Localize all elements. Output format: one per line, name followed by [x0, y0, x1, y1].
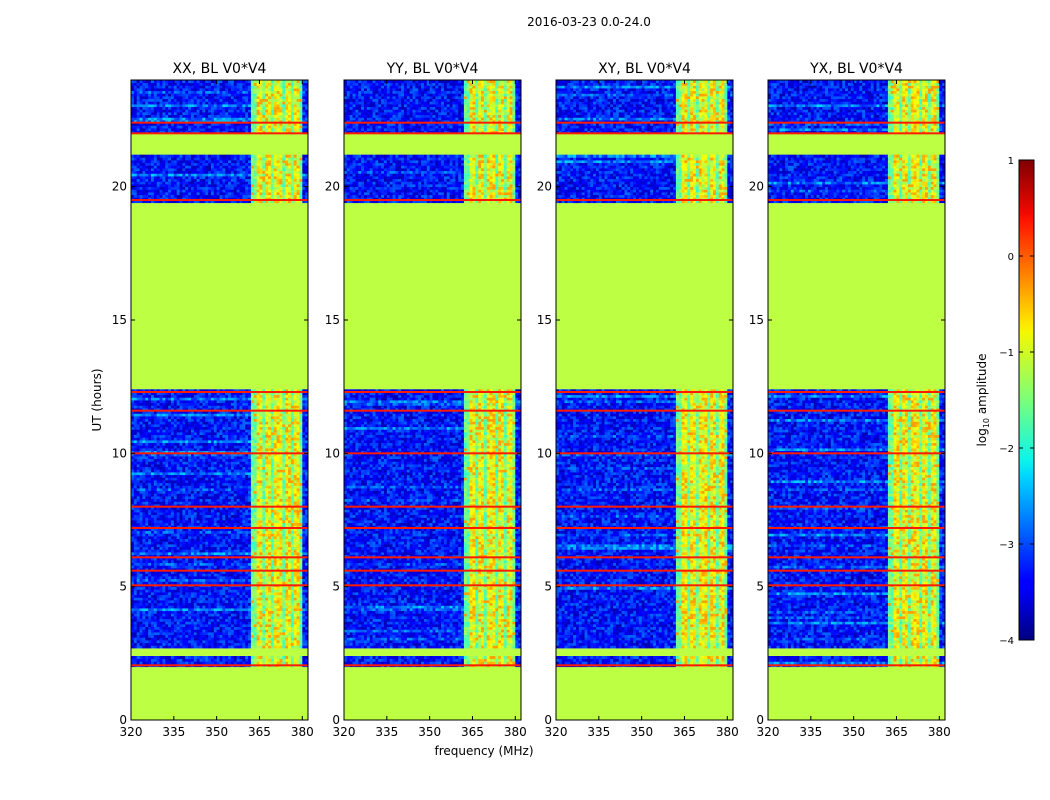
panel-frame [767, 79, 946, 721]
colorbar-label-sub: 10 [982, 418, 991, 428]
colorbar-tick-label: 1 [1008, 156, 1014, 167]
x-tick-label: 335 [162, 725, 185, 739]
y-tick-label: 5 [544, 580, 552, 594]
x-tick-label: 365 [248, 725, 271, 739]
panel-title: YX, BL V0*V4 [809, 61, 903, 77]
x-tick-label: 350 [418, 725, 441, 739]
y-tick-label: 15 [749, 313, 764, 327]
colorbar: −4 −3 −2 −1 0 1 log10 amplitude [975, 156, 1035, 647]
panel-1: YY, BL V0*V4 320 335 350 365 380 0 5 10 15 20 [325, 61, 527, 739]
x-tick-label: 335 [375, 725, 398, 739]
heatmap-image [131, 80, 308, 720]
x-tick-label: 380 [504, 725, 527, 739]
colorbar-gradient [1018, 159, 1035, 641]
y-tick-label: 0 [544, 713, 552, 727]
colorbar-tick-label: −3 [999, 540, 1014, 551]
y-tick-label: 0 [119, 713, 127, 727]
colorbar-tick-label: −4 [999, 636, 1014, 647]
x-tick-label: 365 [673, 725, 696, 739]
x-tick-label: 320 [545, 725, 568, 739]
panel-2: XY, BL V0*V4 320 335 350 365 380 0 5 10 15 20 [537, 61, 739, 739]
y-axis-label: UT (hours) [90, 368, 104, 431]
heatmap-image [344, 80, 521, 720]
x-tick-label: 320 [120, 725, 143, 739]
panel-3: YX, BL V0*V4 320 335 350 365 380 0 5 10 15 20 [749, 61, 951, 739]
y-tick-label: 20 [537, 180, 552, 194]
x-tick-label: 350 [842, 725, 865, 739]
y-tick-label: 10 [112, 446, 127, 460]
panel-frame [130, 79, 309, 721]
panel-title: YY, BL V0*V4 [386, 61, 479, 77]
x-axis-label: frequency (MHz) [434, 744, 533, 758]
heatmap-image [768, 80, 945, 720]
y-tick-label: 15 [112, 313, 127, 327]
y-tick-label: 5 [756, 580, 764, 594]
y-tick-label: 0 [756, 713, 764, 727]
y-tick-label: 15 [325, 313, 340, 327]
y-tick-label: 15 [537, 313, 552, 327]
x-tick-label: 380 [716, 725, 739, 739]
x-tick-label: 320 [333, 725, 356, 739]
y-tick-label: 20 [112, 180, 127, 194]
x-tick-label: 365 [461, 725, 484, 739]
panel-frame [343, 79, 522, 721]
x-tick-label: 365 [885, 725, 908, 739]
panel-0: XX, BL V0*V4 320 335 350 365 380 0 5 10 15 20 [112, 61, 314, 739]
y-tick-label: 5 [119, 580, 127, 594]
x-tick-label: 335 [587, 725, 610, 739]
y-tick-label: 20 [749, 180, 764, 194]
y-tick-label: 0 [332, 713, 340, 727]
colorbar-label-prefix: log [975, 428, 989, 446]
panel-title: XX, BL V0*V4 [173, 61, 267, 77]
colorbar-ticks: −4 −3 −2 −1 0 1 [999, 156, 1034, 647]
x-tick-label: 380 [291, 725, 314, 739]
y-tick-label: 20 [325, 180, 340, 194]
y-tick-label: 5 [332, 580, 340, 594]
x-tick-label: 320 [757, 725, 780, 739]
y-tick-label: 10 [749, 446, 764, 460]
x-tick-label: 350 [630, 725, 653, 739]
colorbar-label: log10 amplitude [975, 354, 991, 447]
figure-suptitle: 2016-03-23 0.0-24.0 [527, 15, 651, 29]
colorbar-tick-label: −2 [999, 444, 1014, 455]
heatmap-image [556, 80, 733, 720]
x-tick-label: 350 [205, 725, 228, 739]
y-tick-label: 10 [325, 446, 340, 460]
colorbar-tick-label: 0 [1008, 252, 1014, 263]
y-tick-label: 10 [537, 446, 552, 460]
x-tick-label: 335 [799, 725, 822, 739]
colorbar-label-suffix: amplitude [975, 354, 989, 418]
colorbar-tick-label: −1 [999, 348, 1014, 359]
panel-frame [555, 79, 734, 721]
x-tick-label: 380 [928, 725, 951, 739]
panel-title: XY, BL V0*V4 [598, 61, 691, 77]
